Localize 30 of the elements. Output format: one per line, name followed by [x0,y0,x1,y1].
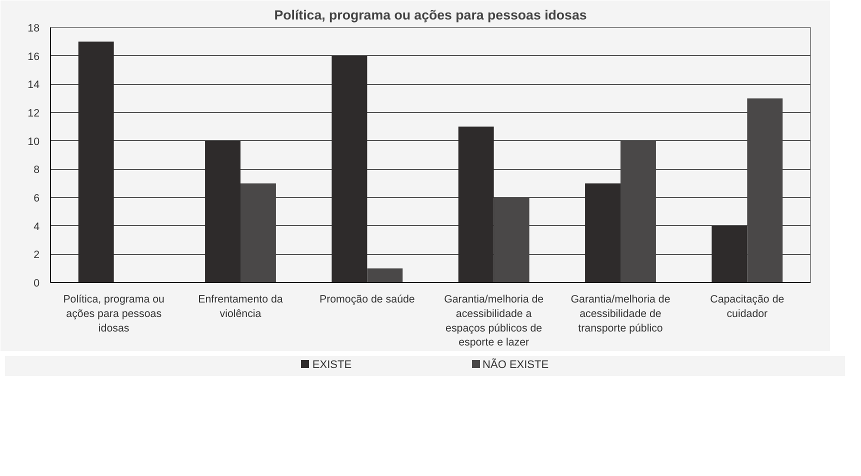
y-tick-label: 10 [28,136,40,148]
x-tick-label: Política, programa ou ações para pessoas idosas [63,294,165,334]
x-tick-label: Promoção de saúde [319,294,415,306]
y-tick-label: 6 [34,192,40,204]
bar [205,140,240,282]
y-tick-label: 4 [34,220,40,233]
y-tick-label: 14 [28,79,40,92]
bar [585,183,620,282]
bar [332,56,368,282]
legend-label: EXISTE [311,359,352,371]
bar [620,140,656,282]
y-tick-label: 2 [34,249,40,262]
x-tick-label: Enfrentamento da violência [198,294,283,320]
bar [78,42,114,282]
y-tick-label: 18 [28,22,40,34]
bar [367,268,403,282]
y-tick-label: 12 [28,108,40,120]
x-tick-label: Capacitação de cuidador [710,294,784,320]
x-tick-label: Garantia/melhoria de acessibilidade a espaços públicos de esporte e lazer [444,294,544,349]
y-tick-label: 8 [34,164,40,176]
y-tick-label: 0 [34,278,40,290]
bar [747,98,783,282]
bar [458,126,494,282]
legend-label: NÃO EXISTE [482,359,549,371]
x-tick-label: Garantia/melhoria de acessibilidade de transporte público [570,294,670,334]
bar [240,183,276,282]
bar [712,226,748,282]
bar [494,198,530,282]
y-tick-label: 16 [28,50,40,63]
chart-title: Política, programa ou ações para pessoas idosas [274,8,587,22]
